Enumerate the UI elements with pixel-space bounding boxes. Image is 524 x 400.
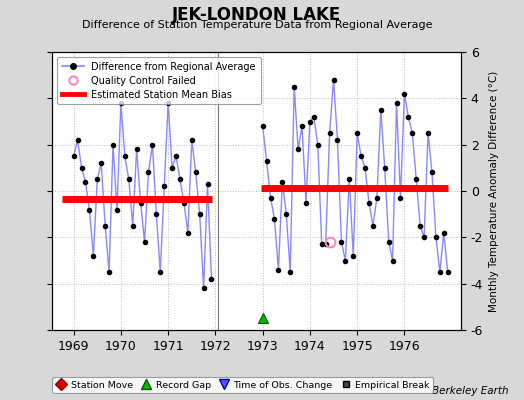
Legend: Station Move, Record Gap, Time of Obs. Change, Empirical Break: Station Move, Record Gap, Time of Obs. C… <box>52 377 433 393</box>
Y-axis label: Monthly Temperature Anomaly Difference (°C): Monthly Temperature Anomaly Difference (… <box>489 70 499 312</box>
Legend: Difference from Regional Average, Quality Control Failed, Estimated Station Mean: Difference from Regional Average, Qualit… <box>57 57 260 104</box>
Text: JEK-LONDON LAKE: JEK-LONDON LAKE <box>172 6 341 24</box>
Text: Difference of Station Temperature Data from Regional Average: Difference of Station Temperature Data f… <box>82 20 432 30</box>
Text: Berkeley Earth: Berkeley Earth <box>432 386 508 396</box>
